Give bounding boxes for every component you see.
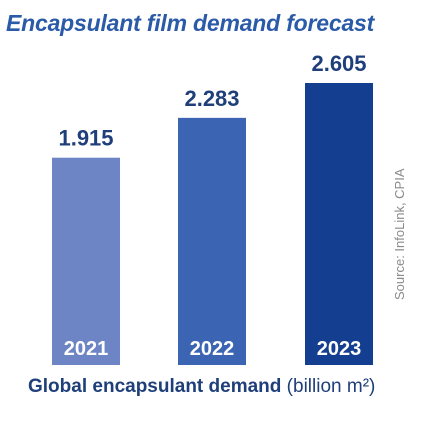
chart-title: Encapsulant film demand forecast (6, 10, 375, 36)
category-label-2021: 2021 (64, 338, 109, 360)
x-axis-label-unit: (billion m²) (286, 376, 376, 397)
source-note: Source: InfoLink, CPIA (392, 168, 407, 300)
x-axis-label: Global encapsulant demand (billion m²) (28, 376, 375, 398)
bar-2022 (178, 117, 246, 366)
x-axis-label-main: Global encapsulant demand (28, 376, 282, 397)
value-label-2022: 2.283 (184, 86, 239, 111)
bar-2023 (305, 83, 373, 365)
bar-2021 (52, 157, 120, 365)
value-label-2021: 1.915 (58, 126, 113, 151)
value-label-2023: 2.605 (311, 51, 366, 76)
category-label-2023: 2023 (317, 338, 362, 360)
category-label-2022: 2022 (190, 338, 235, 360)
